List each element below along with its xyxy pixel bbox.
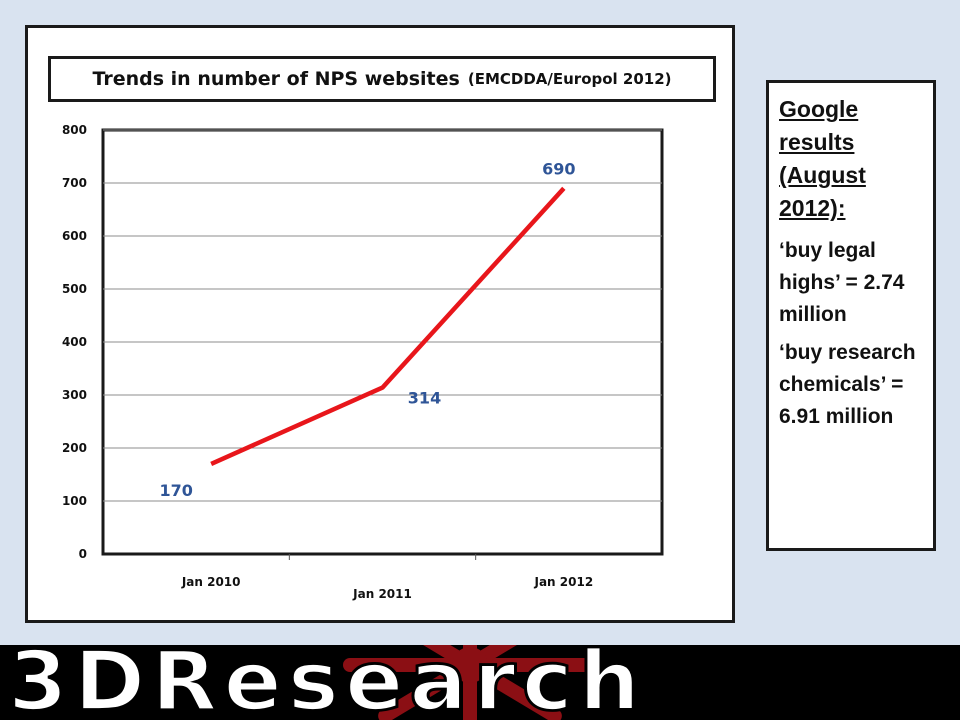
series-line <box>210 186 566 466</box>
y-tick-label: 200 <box>62 441 87 455</box>
y-axis-ticks: 0 100 200 300 400 500 600 700 800 <box>62 123 87 561</box>
y-tick-label: 400 <box>62 335 87 349</box>
starburst-icon <box>343 645 597 720</box>
y-tick-label: 600 <box>62 229 87 243</box>
data-label: 690 <box>542 159 575 178</box>
series-group <box>210 186 566 466</box>
data-label: 170 <box>159 481 192 500</box>
y-tick-label: 300 <box>62 388 87 402</box>
x-tick-label: Jan 2010 <box>181 575 241 589</box>
y-tick-label: 0 <box>79 547 87 561</box>
chart-subtitle: (EMCDDA/Europol 2012) <box>467 70 672 88</box>
chart-title: Trends in number of NPS websites <box>92 68 460 90</box>
google-results-heading-text: Google results (August 2012) <box>779 96 866 221</box>
google-results-box: Google results (August 2012): ‘buy legal… <box>766 80 936 551</box>
footer-banner: 3DResearch <box>0 645 960 720</box>
google-results-heading: Google results (August 2012): <box>779 93 925 225</box>
google-results-heading-colon: : <box>837 195 846 221</box>
y-tick-label: 700 <box>62 176 87 190</box>
grid-lines <box>103 129 662 502</box>
y-tick-label: 500 <box>62 282 87 296</box>
x-axis-ticks: Jan 2010 Jan 2011 Jan 2012 <box>181 554 593 601</box>
banner-logo-text: 3DResearch <box>7 645 646 720</box>
x-tick-label: Jan 2011 <box>352 587 412 601</box>
y-tick-label: 800 <box>62 123 87 137</box>
result-item-research-chemicals: ‘buy research chemicals’ = 6.91 million <box>779 341 916 428</box>
chart-title-box: Trends in number of NPS websites (EMCDDA… <box>48 56 716 102</box>
x-tick-label: Jan 2012 <box>533 575 593 589</box>
data-labels: 170 314 690 <box>159 159 575 500</box>
data-label: 314 <box>408 389 441 408</box>
result-item-legal-highs: ‘buy legal highs’ = 2.74 million <box>779 239 905 326</box>
y-tick-label: 100 <box>62 494 87 508</box>
